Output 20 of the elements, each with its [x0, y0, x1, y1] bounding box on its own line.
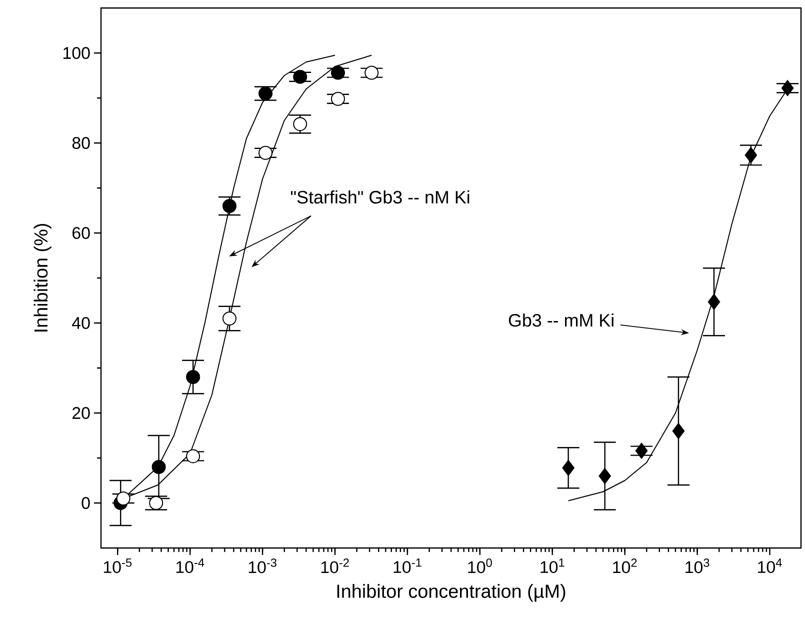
y-tick-label: 80 — [72, 136, 90, 149]
x-tick-label: 10$^{-3}$ — [248, 558, 276, 574]
y-axis-title: Inhibition (%) — [34, 224, 52, 332]
x-tick-label: 10$^{-2}$ — [321, 558, 349, 574]
x-axis-title: Inhibitor concentration (µM) — [337, 584, 566, 602]
x-tick-label: 10$^{-4}$ — [176, 558, 204, 574]
x-tick-label: 10$^{-5}$ — [104, 558, 132, 574]
y-tick-label: 20 — [72, 407, 90, 419]
x-tick-label: 10$^{4}$ — [758, 558, 782, 574]
x-tick-label: 10$^{2}$ — [613, 558, 637, 574]
annotation: Gb3 -- mM Ki — [508, 314, 614, 327]
y-tick-label: 40 — [72, 317, 90, 329]
x-tick-label: 10$^{-1}$ — [394, 558, 422, 574]
x-tick-label: 10$^{3}$ — [686, 558, 710, 574]
x-tick-label: 10$^{1}$ — [540, 558, 564, 574]
y-tick-label: 0 — [82, 497, 90, 509]
x-tick-label: 10$^{0}$ — [468, 558, 492, 574]
annotation: "Starfish" Gb3 -- nM Ki — [290, 190, 470, 204]
y-tick-label: 100 — [64, 46, 90, 59]
y-tick-label: 60 — [72, 227, 90, 239]
